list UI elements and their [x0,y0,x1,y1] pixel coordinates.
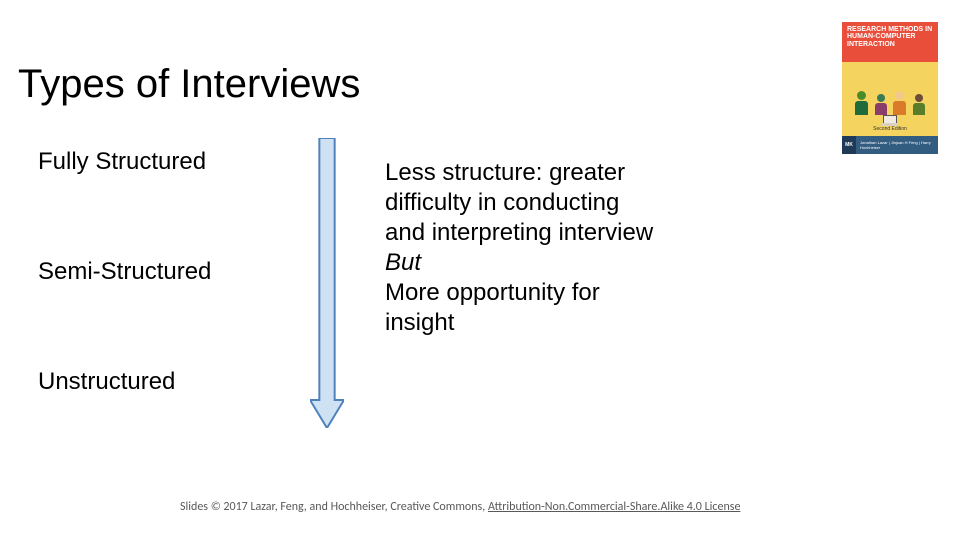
person-icon [873,94,889,115]
book-cover-thumbnail: RESEARCH METHODS IN HUMAN-COMPUTER INTER… [842,22,938,154]
arrow-path [310,138,344,428]
interview-types-list: Fully Structured Semi-Structured Unstruc… [38,148,211,396]
publisher-mark: MK [842,136,856,154]
list-item: Fully Structured [38,148,211,176]
description-text: Less structure: greater difficulty in co… [385,158,665,338]
book-inner: RESEARCH METHODS IN HUMAN-COMPUTER INTER… [842,22,938,154]
description-paragraph: More opportunity for insight [385,278,665,338]
person-icon [911,94,927,115]
person-icon [854,91,870,115]
footer-attribution: Slides © 2017 Lazar, Feng, and Hochheise… [180,500,740,514]
description-paragraph: Less structure: greater difficulty in co… [385,158,665,248]
description-paragraph: But [385,248,665,278]
footer-license-link: Attribution-Non.Commercial-Share.Alike 4… [488,500,740,514]
slide: Types of Interviews Fully Structured Sem… [0,0,960,540]
laptop-icon [883,115,897,124]
book-title-band: RESEARCH METHODS IN HUMAN-COMPUTER INTER… [842,22,938,62]
book-illustration-band: Second Edition [842,62,938,136]
book-authors-text: Jonathan Lazar | Jinjuan H Feng | Harry … [856,140,938,150]
book-title-text: RESEARCH METHODS IN HUMAN-COMPUTER INTER… [847,26,932,48]
slide-title: Types of Interviews [18,62,360,107]
down-arrow-icon [310,138,344,428]
book-footer-band: MK Jonathan Lazar | Jinjuan H Feng | Har… [842,136,938,154]
book-people-icon [854,91,927,115]
list-item: Semi-Structured [38,258,211,286]
book-edition-text: Second Edition [873,126,907,132]
footer-prefix: Slides © 2017 Lazar, Feng, and Hochheise… [180,500,488,514]
person-icon [892,91,908,115]
list-item: Unstructured [38,368,211,396]
arrow-svg [310,138,344,428]
